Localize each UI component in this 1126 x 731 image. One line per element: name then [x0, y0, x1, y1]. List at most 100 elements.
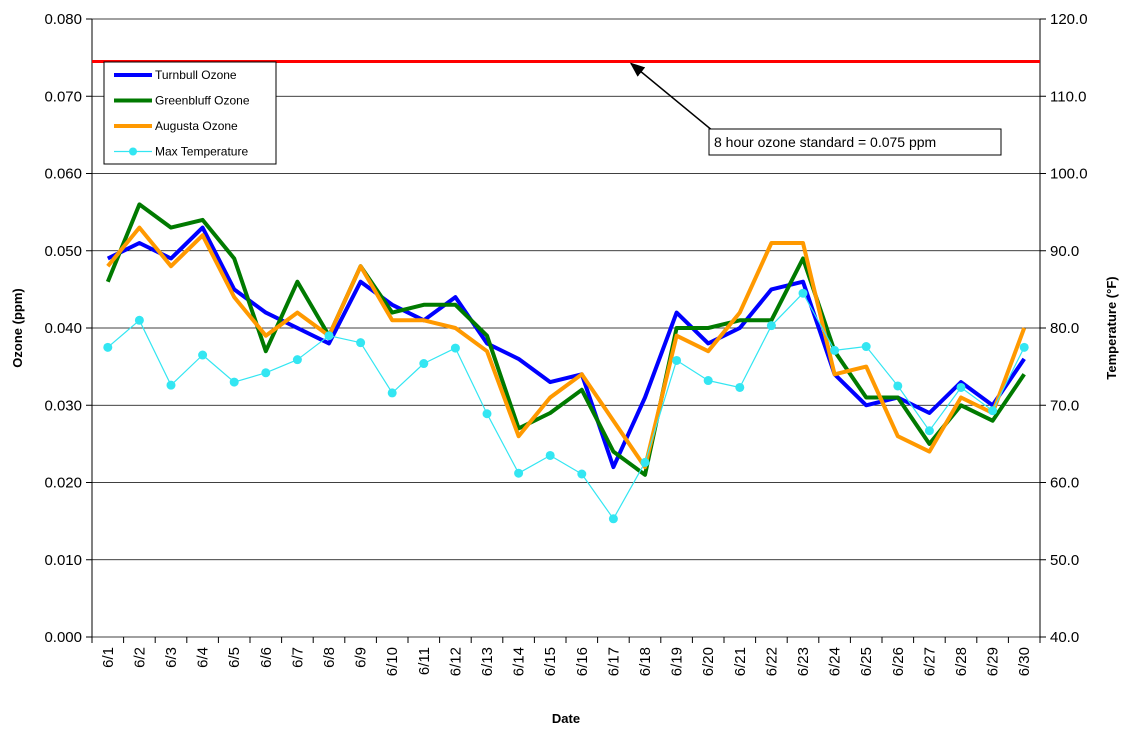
max-temperature-point — [166, 380, 176, 390]
max-temperature-point — [387, 388, 397, 398]
right-tick-label: 50.0 — [1050, 552, 1079, 569]
x-tick-label: 6/7 — [289, 647, 306, 668]
left-tick-label: 0.030 — [44, 397, 82, 414]
legend-label: Greenbluff Ozone — [155, 94, 250, 108]
max-temperature-point — [261, 368, 271, 378]
x-tick-label: 6/6 — [258, 647, 275, 668]
x-tick-label: 6/12 — [447, 647, 464, 676]
max-temperature-point — [924, 426, 934, 436]
max-temperature-point — [450, 343, 460, 353]
max-temperature-point — [229, 377, 239, 387]
x-tick-label: 6/19 — [669, 647, 686, 676]
max-temperature-point — [419, 359, 429, 369]
left-tick-label: 0.080 — [44, 11, 82, 28]
left-tick-label: 0.000 — [44, 629, 82, 646]
x-tick-label: 6/15 — [542, 647, 559, 676]
max-temperature-point — [861, 342, 871, 352]
max-temperature-point — [198, 350, 208, 360]
max-temperature-point — [134, 315, 144, 325]
legend-label: Max Temperature — [155, 145, 248, 159]
max-temperature-point — [356, 338, 366, 348]
x-tick-label: 6/1 — [100, 647, 117, 668]
max-temperature-point — [545, 450, 555, 460]
legend-label: Augusta Ozone — [155, 119, 238, 133]
max-temperature-point — [830, 345, 840, 355]
max-temperature-point — [988, 406, 998, 416]
x-tick-label: 6/10 — [384, 647, 401, 676]
legend-marker — [129, 147, 137, 156]
x-tick-label: 6/9 — [353, 647, 370, 668]
x-tick-label: 6/20 — [700, 647, 717, 676]
x-tick-label: 6/22 — [763, 647, 780, 676]
x-tick-label: 6/29 — [985, 647, 1002, 676]
right-tick-label: 70.0 — [1050, 397, 1079, 414]
x-axis-title: Date — [552, 711, 580, 726]
x-tick-label: 6/11 — [416, 647, 433, 675]
right-tick-label: 100.0 — [1050, 166, 1088, 183]
x-tick-label: 6/23 — [795, 647, 812, 676]
max-temperature-point — [292, 355, 302, 365]
max-temperature-point — [766, 321, 776, 331]
x-tick-label: 6/2 — [131, 647, 148, 668]
turnbull-ozone-line — [106, 225, 1026, 470]
max-temperature-point — [703, 376, 713, 386]
x-tick-label: 6/4 — [195, 647, 212, 668]
gridlines — [92, 18, 1040, 638]
annotation-arrow — [629, 62, 714, 132]
left-tick-label: 0.040 — [44, 320, 82, 337]
x-tick-label: 6/27 — [921, 647, 938, 676]
right-axis-title: Temperature (°F) — [1104, 276, 1119, 379]
left-tick-label: 0.010 — [44, 552, 82, 569]
x-tick-label: 6/26 — [890, 647, 907, 676]
max-temperature-point — [1019, 342, 1029, 352]
max-temperature-point — [640, 457, 650, 467]
left-axis-title: Ozone (ppm) — [10, 288, 25, 367]
max-temperature-point — [956, 382, 966, 392]
legend-label: Turnbull Ozone — [155, 68, 237, 82]
left-tick-label: 0.070 — [44, 88, 82, 105]
greenbluff-ozone-line — [105, 202, 1026, 477]
left-tick-label: 0.020 — [44, 475, 82, 492]
left-tick-label: 0.060 — [44, 166, 82, 183]
x-tick-label: 6/16 — [574, 647, 591, 676]
x-tick-label: 6/14 — [511, 647, 528, 676]
max-temperature-point — [608, 514, 618, 524]
x-tick-label: 6/25 — [858, 647, 875, 676]
x-tick-label: 6/17 — [605, 647, 622, 676]
right-tick-label: 40.0 — [1050, 629, 1079, 646]
left-y-axis: 0.000 0.010 0.020 0.030 0.040 0.050 0.060 0.070… — [44, 11, 93, 646]
series-layer — [103, 202, 1029, 524]
right-tick-label: 110.0 — [1050, 88, 1086, 105]
right-tick-label: 90.0 — [1050, 243, 1079, 260]
annotation-box — [708, 128, 1002, 156]
x-tick-label: 6/3 — [163, 647, 180, 668]
right-tick-label: 120.0 — [1050, 11, 1088, 28]
max-temperature-point — [514, 468, 524, 478]
x-tick-label: 6/30 — [1016, 647, 1033, 676]
x-tick-label: 6/13 — [479, 647, 496, 676]
max-temperature-point — [482, 409, 492, 419]
x-tick-label: 6/24 — [827, 647, 844, 676]
max-temperature-point — [103, 342, 113, 352]
x-tick-label: 6/21 — [732, 647, 749, 676]
ozone-standard-annotation: 8 hour ozone standard = 0.075 ppm — [629, 62, 1002, 156]
right-tick-label: 80.0 — [1050, 320, 1079, 337]
max-temperature-point — [798, 288, 808, 298]
x-tick-label: 6/28 — [953, 647, 970, 676]
augusta-ozone-line — [106, 225, 1027, 470]
left-tick-label: 0.050 — [44, 243, 82, 260]
right-tick-label: 60.0 — [1050, 475, 1079, 492]
max-temperature-point — [672, 355, 682, 365]
x-tick-label: 6/5 — [226, 647, 243, 668]
max-temperature-point — [735, 382, 745, 392]
right-y-axis: 40.0 50.0 60.0 70.0 80.0 90.0 100.0 110.0 120.0 — [1039, 11, 1088, 646]
x-axis: 6/1 6/2 6/3 6/4 6/5 6/6 6/7 6/8 6/9 6/10 6/11 6/12 6… — [91, 637, 1041, 676]
x-tick-label: 6/18 — [637, 647, 654, 676]
annotation-text: 8 hour ozone standard = 0.075 ppm — [714, 134, 936, 150]
max-temperature-line — [107, 292, 1025, 520]
max-temperature-point — [893, 381, 903, 391]
x-tick-label: 6/8 — [321, 647, 338, 668]
legend-box — [103, 61, 277, 165]
max-temperature-point — [577, 469, 587, 479]
